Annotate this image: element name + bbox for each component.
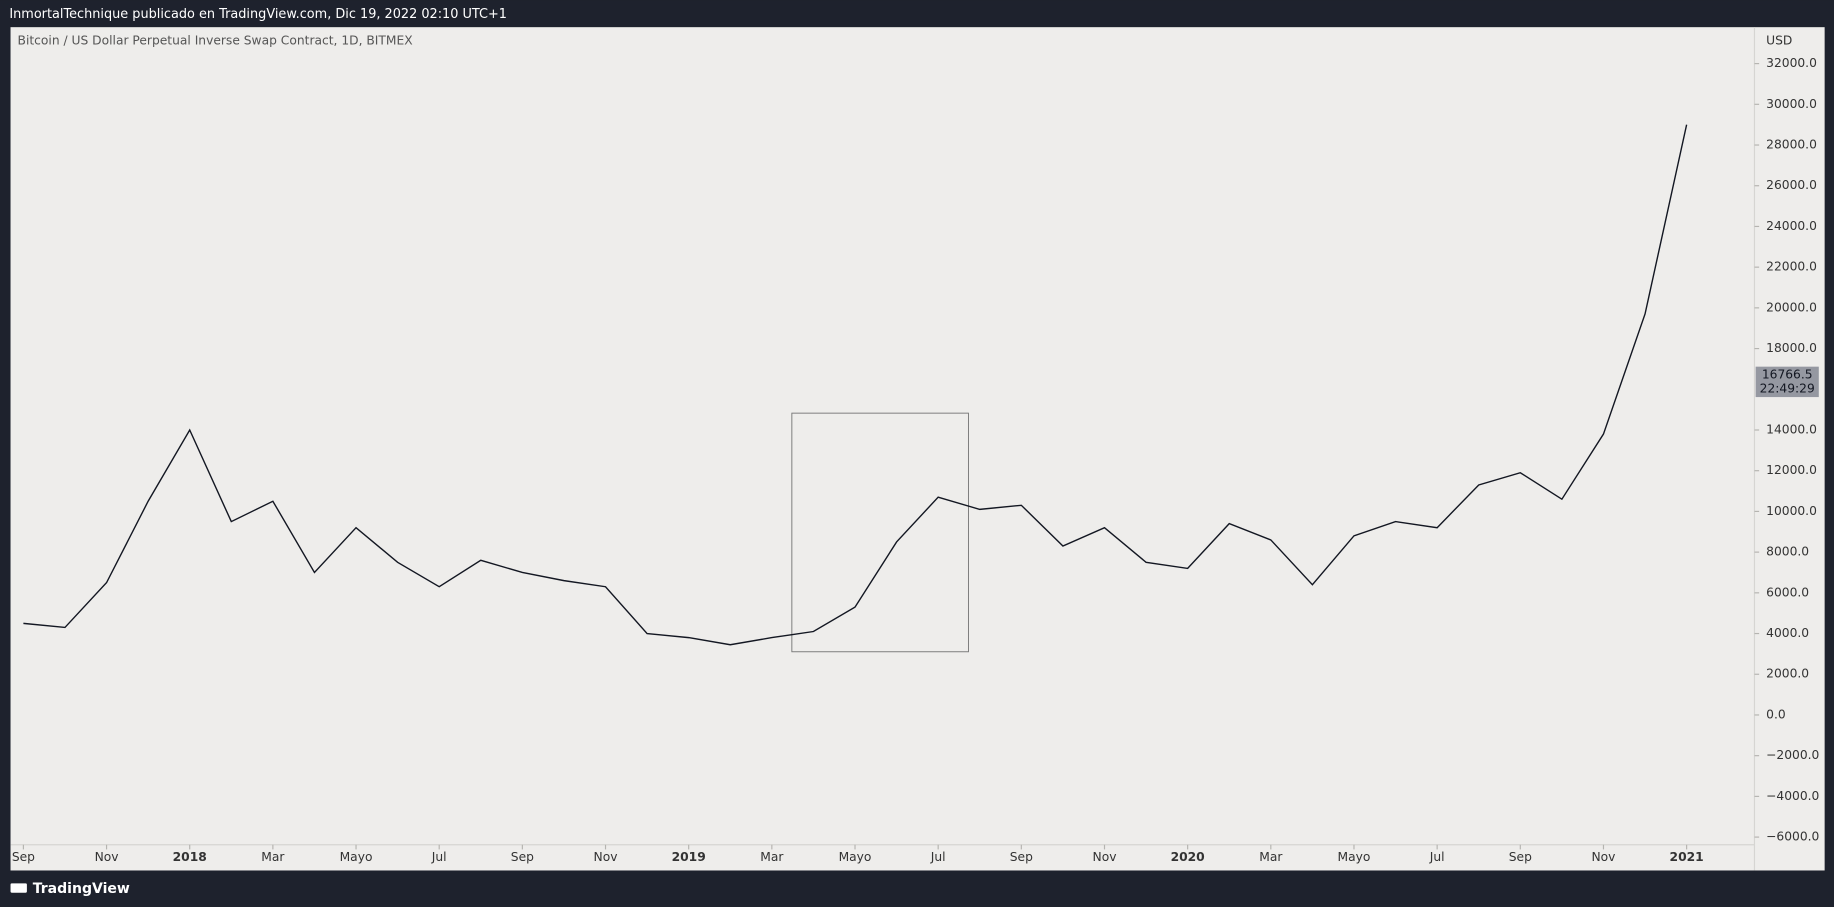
last-price-box <box>1755 366 1819 398</box>
logo-mark <box>10 883 27 893</box>
x-tick-label: Mayo <box>839 850 872 864</box>
x-tick-label: Mar <box>760 850 784 864</box>
x-tick-label: Nov <box>95 850 119 864</box>
price-line <box>23 124 1688 646</box>
x-tick-label: Jul <box>930 850 946 864</box>
x-tick-label: Nov <box>594 850 618 864</box>
chart-title: Bitcoin / US Dollar Perpetual Inverse Sw… <box>18 34 414 48</box>
y-tick-label: −6000.0 <box>1766 830 1819 844</box>
annotation-box <box>791 412 969 653</box>
x-tick-label: Nov <box>1093 850 1117 864</box>
y-tick-label: 24000.0 <box>1766 219 1817 233</box>
x-tick-label: Sep <box>1509 850 1532 864</box>
footer-logo: TradingView <box>10 881 130 897</box>
x-tick-label: 2021 <box>1670 850 1704 864</box>
y-tick-label: 18000.0 <box>1766 341 1817 355</box>
y-tick-label: 28000.0 <box>1766 138 1817 152</box>
header: InmortalTechnique publicado en TradingVi… <box>9 7 507 22</box>
x-tick-label: Mayo <box>340 850 373 864</box>
y-tick-label: 32000.0 <box>1766 56 1817 70</box>
y-tick-label: −4000.0 <box>1766 789 1819 803</box>
y-tick-label: 8000.0 <box>1766 545 1809 559</box>
x-tick-label: 2019 <box>672 850 706 864</box>
x-tick-label: Sep <box>1010 850 1033 864</box>
chart-area <box>10 27 1825 871</box>
last-price: 16766.5 <box>1762 367 1813 381</box>
y-tick-label: 30000.0 <box>1766 97 1817 111</box>
x-tick-label: Sep <box>12 850 35 864</box>
y-tick-label: 12000.0 <box>1766 463 1817 477</box>
y-tick-label: 6000.0 <box>1766 585 1809 599</box>
x-tick-label: 2020 <box>1171 850 1205 864</box>
x-tick-label: Mayo <box>1338 850 1371 864</box>
y-tick-label: 22000.0 <box>1766 260 1817 274</box>
countdown: 22:49:29 <box>1760 381 1815 395</box>
x-tick-label: Mar <box>1259 850 1283 864</box>
y-axis-label: USD <box>1766 34 1792 48</box>
x-tick-label: Jul <box>1429 850 1445 864</box>
y-tick-label: 4000.0 <box>1766 626 1809 640</box>
y-tick-label: 2000.0 <box>1766 667 1809 681</box>
x-tick-label: Jul <box>431 850 447 864</box>
y-tick-label: 10000.0 <box>1766 504 1817 518</box>
y-tick-label: 0.0 <box>1766 707 1786 721</box>
x-tick-label: 2018 <box>173 850 207 864</box>
y-tick-label: 14000.0 <box>1766 422 1817 436</box>
x-tick-label: Nov <box>1591 850 1615 864</box>
y-tick-label: −2000.0 <box>1766 748 1819 762</box>
footer-brand: TradingView <box>33 881 130 897</box>
x-tick-label: Sep <box>511 850 534 864</box>
x-tick-label: Mar <box>261 850 285 864</box>
y-tick-label: 26000.0 <box>1766 178 1817 192</box>
y-tick-label: 20000.0 <box>1766 300 1817 314</box>
